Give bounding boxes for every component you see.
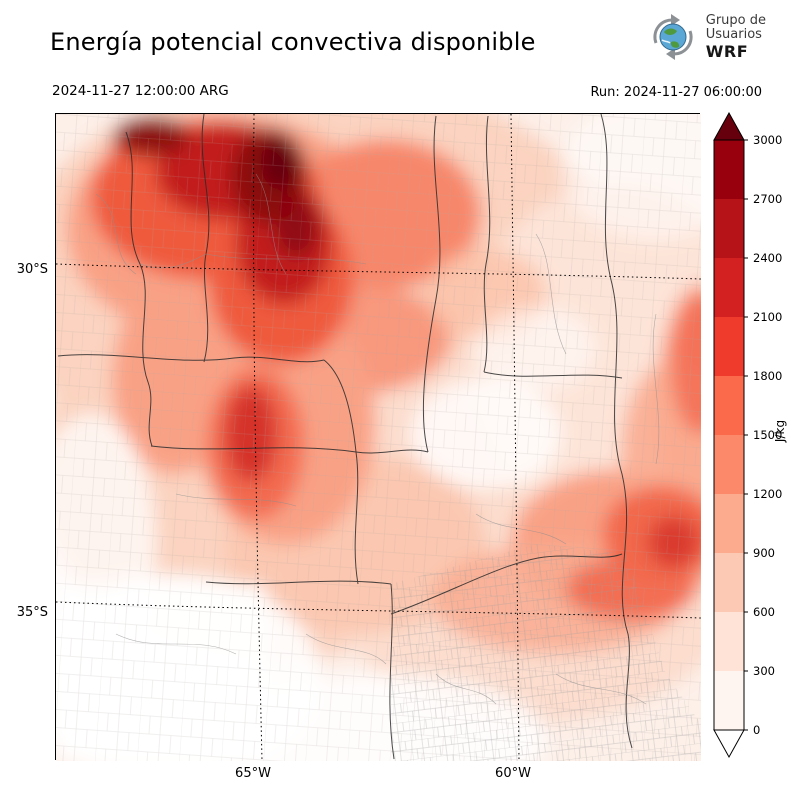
logo-line-2: Usuarios — [705, 27, 762, 43]
colorbar-tick-label: 300 — [753, 664, 775, 678]
colorbar-tick-label: 900 — [753, 546, 775, 560]
page-title: Energía potencial convectiva disponible — [50, 28, 536, 56]
colorbar-tick-label: 3000 — [753, 133, 783, 147]
wrf-logo: Grupo de Usuarios WRF — [647, 12, 766, 62]
colorbar-tick-label: 2700 — [753, 192, 783, 206]
colorbar-ticks: 3000 2700 2400 2100 1800 1500 1200 900 600 300 0 — [753, 0, 797, 800]
lon-tick-60w: 60°W — [495, 766, 531, 781]
colorbar — [713, 111, 751, 764]
colorbar-svg — [713, 111, 748, 759]
colorbar-unit-label: J/kg — [773, 419, 787, 443]
colorbar-tick-label: 1200 — [753, 487, 783, 501]
lat-tick-35s: 35°S — [16, 605, 48, 620]
colorbar-tick-label: 2100 — [753, 310, 783, 324]
cape-map — [56, 114, 701, 761]
colorbar-tick-label: 2400 — [753, 251, 783, 265]
colorbar-tick-label: 1800 — [753, 369, 783, 383]
valid-time-label: 2024-11-27 12:00:00 ARG — [52, 83, 229, 99]
globe-icon — [653, 14, 693, 60]
graticule — [56, 114, 701, 761]
province-boundaries — [57, 114, 633, 760]
logo-line-1: Grupo de — [705, 12, 766, 28]
buenos-aires-county-texture — [391, 544, 701, 761]
lat-tick-30s: 30°S — [16, 262, 48, 277]
colorbar-tick-label: 0 — [753, 723, 761, 737]
department-boundaries — [95, 173, 660, 705]
colorbar-tick-label: 600 — [753, 605, 775, 619]
logo-text: Grupo de Usuarios WRF — [705, 12, 766, 61]
logo-line-wrf: WRF — [705, 41, 749, 61]
lon-tick-65w: 65°W — [235, 766, 271, 781]
map-canvas — [55, 113, 701, 761]
run-time-label: Run: 2024-11-27 06:00:00 — [590, 85, 762, 100]
